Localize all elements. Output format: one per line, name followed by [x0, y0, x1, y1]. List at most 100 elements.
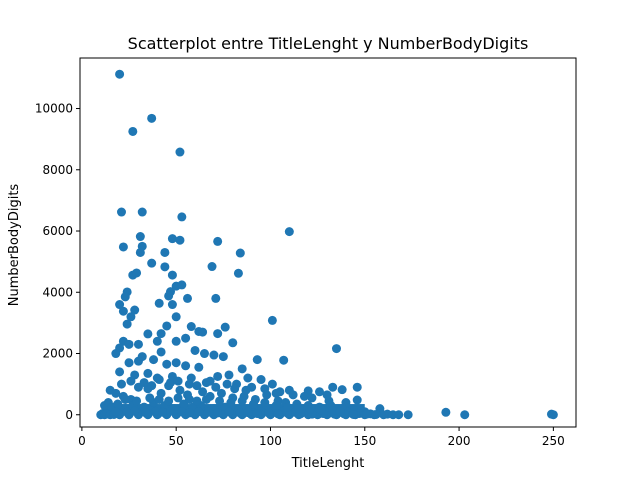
data-point	[167, 300, 177, 310]
data-point	[213, 329, 223, 339]
data-point	[175, 235, 185, 245]
data-point	[126, 376, 136, 386]
data-point	[154, 298, 164, 308]
data-point	[194, 407, 204, 417]
data-point	[249, 399, 259, 409]
y-axis-ticks: 0 2000 4000 6000 8000 10000	[35, 102, 80, 422]
data-point	[184, 408, 194, 418]
data-point	[166, 406, 176, 416]
data-point	[156, 347, 166, 357]
data-point	[307, 393, 317, 403]
data-point	[116, 379, 126, 389]
data-point	[288, 390, 298, 400]
data-point	[284, 227, 294, 237]
x-tick-label: 100	[259, 434, 282, 448]
data-point	[328, 382, 338, 392]
data-point	[160, 262, 170, 272]
data-point	[115, 367, 125, 377]
data-point	[222, 379, 232, 389]
data-point	[135, 232, 145, 242]
data-point	[167, 234, 177, 244]
x-axis-label: TitleLenght	[291, 456, 365, 471]
data-point	[156, 329, 166, 339]
data-point	[237, 396, 247, 406]
data-point	[150, 407, 160, 417]
data-point	[115, 343, 125, 353]
data-point	[241, 385, 251, 395]
data-point	[322, 390, 332, 400]
data-point	[209, 350, 219, 360]
data-point	[316, 405, 326, 415]
data-point	[186, 322, 196, 332]
data-point	[183, 293, 192, 303]
data-point	[164, 396, 174, 406]
data-point	[122, 319, 132, 329]
data-point	[279, 355, 289, 365]
data-point	[124, 339, 134, 349]
data-point	[181, 333, 191, 343]
data-point	[171, 312, 181, 322]
data-point	[184, 394, 194, 404]
data-point	[243, 408, 253, 418]
data-point	[143, 329, 153, 339]
data-point	[211, 382, 221, 392]
data-point	[267, 379, 277, 389]
data-point	[111, 388, 121, 398]
data-point	[337, 385, 347, 395]
data-point	[177, 280, 187, 290]
data-point	[260, 384, 270, 394]
data-point	[171, 358, 181, 368]
data-point	[173, 376, 183, 386]
data-point	[190, 345, 200, 355]
data-point	[126, 312, 136, 322]
data-point	[207, 262, 217, 272]
data-point	[175, 385, 185, 395]
data-point	[216, 388, 226, 398]
data-point	[152, 336, 162, 346]
data-point	[124, 358, 134, 368]
data-point	[201, 394, 211, 404]
y-tick-label: 4000	[42, 285, 73, 299]
data-point	[143, 368, 153, 378]
data-point	[211, 293, 221, 303]
data-point	[198, 387, 208, 397]
data-point	[133, 356, 143, 366]
x-tick-label: 150	[353, 434, 376, 448]
data-point	[118, 242, 128, 252]
data-point	[256, 375, 266, 385]
x-axis-ticks: 0 50 100 150 200 250	[78, 427, 565, 448]
data-point	[162, 321, 172, 331]
data-point	[371, 409, 381, 419]
data-point	[130, 406, 140, 416]
data-point	[252, 409, 262, 419]
data-point	[224, 407, 234, 417]
data-point	[184, 379, 194, 389]
data-point	[243, 373, 253, 383]
data-point	[145, 393, 155, 403]
data-point	[111, 407, 121, 417]
data-point	[267, 315, 277, 325]
data-point	[252, 355, 262, 365]
data-point	[154, 375, 164, 385]
data-point	[166, 378, 176, 388]
data-point	[154, 394, 164, 404]
data-point	[116, 207, 126, 217]
data-point	[128, 126, 138, 136]
y-tick-label: 2000	[42, 347, 73, 361]
data-point	[335, 407, 345, 417]
data-point	[173, 393, 183, 403]
plot-frame	[79, 57, 577, 428]
data-point	[139, 378, 149, 388]
y-axis-label: NumberBodyDigits	[7, 184, 22, 307]
data-point	[352, 382, 362, 392]
data-point	[132, 396, 142, 406]
data-points	[96, 69, 558, 420]
data-point	[299, 391, 309, 401]
data-point	[120, 292, 130, 302]
data-point	[137, 207, 147, 217]
x-tick-label: 0	[78, 434, 86, 448]
data-point	[177, 212, 187, 222]
data-point	[115, 300, 125, 310]
data-point	[135, 247, 145, 257]
